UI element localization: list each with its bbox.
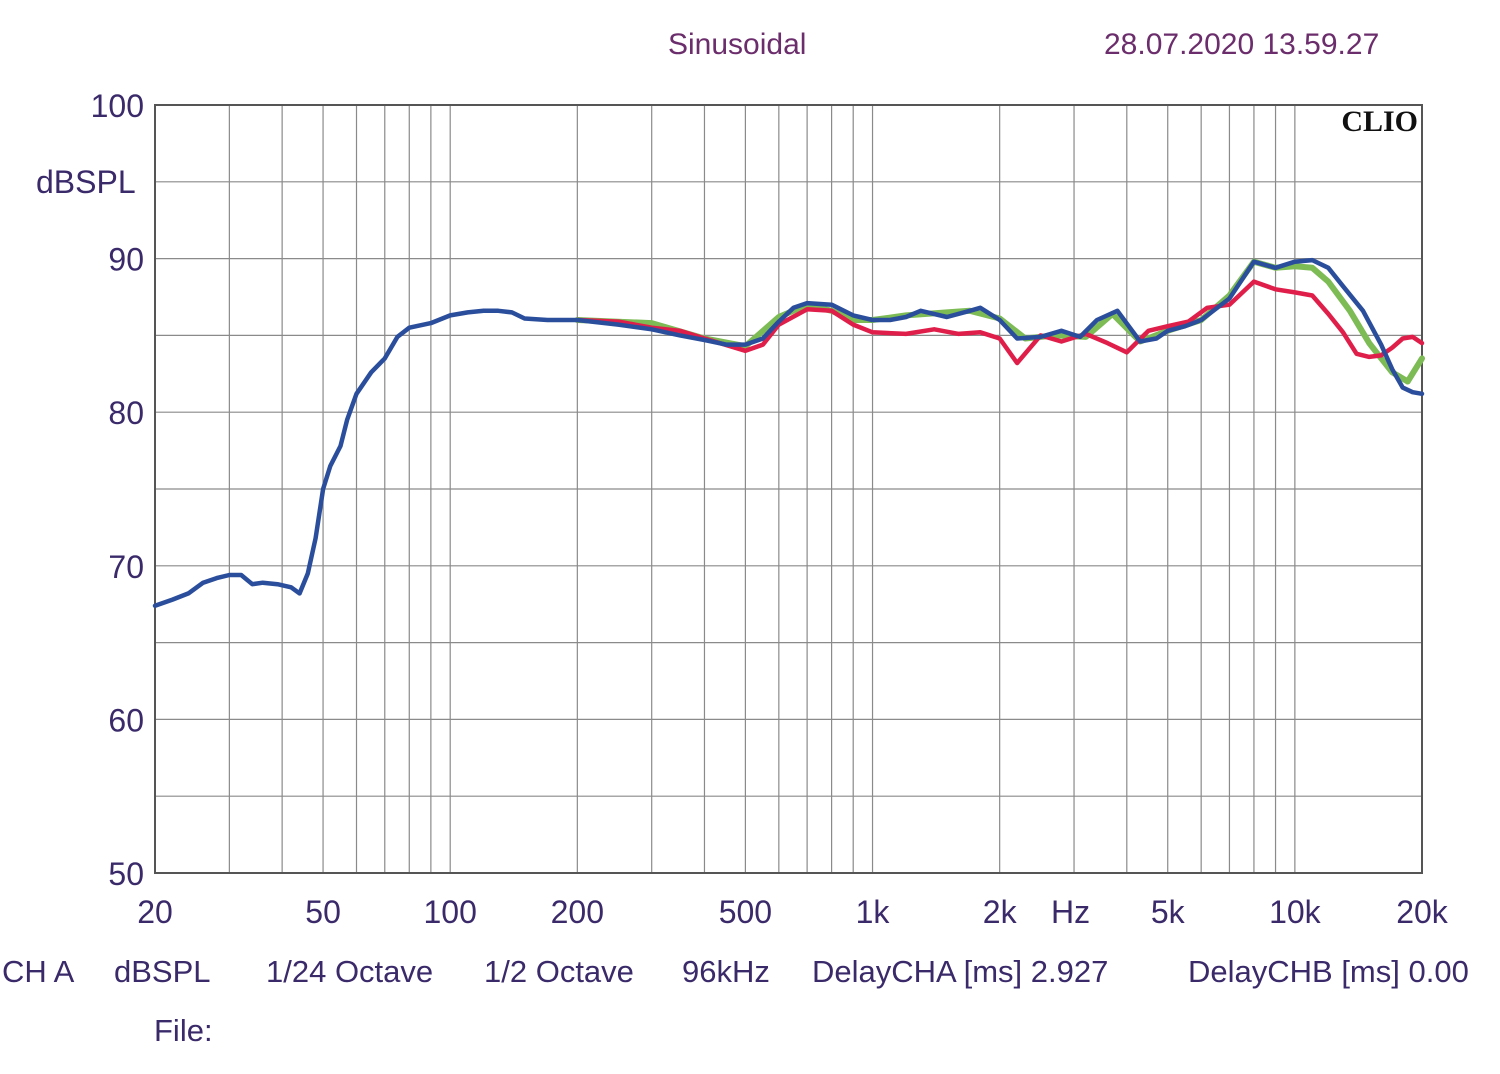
y-tick-label: 80 bbox=[108, 395, 144, 431]
x-tick-label: 20k bbox=[1396, 894, 1449, 930]
x-tick-label: 200 bbox=[551, 894, 604, 930]
x-tick-labels: 20 50 100 200 500 1k 2k 5k 10k 20k bbox=[137, 894, 1449, 930]
y-tick-label: 50 bbox=[108, 856, 144, 892]
footer-unit: dBSPL bbox=[114, 954, 211, 989]
x-tick-label: 10k bbox=[1269, 894, 1322, 930]
plot-grid bbox=[155, 105, 1422, 873]
y-tick-labels: 50 60 70 80 90 100 bbox=[91, 88, 144, 892]
plot-frame bbox=[154, 104, 1423, 874]
y-axis-label: dBSPL bbox=[36, 164, 136, 200]
clio-brand-label: CLIO bbox=[1341, 105, 1418, 138]
y-tick-label: 90 bbox=[108, 242, 144, 278]
x-tick-label: 500 bbox=[719, 894, 772, 930]
footer-delay-cha: DelayCHA [ms] 2.927 bbox=[812, 954, 1109, 989]
measurement-datetime: 28.07.2020 13.59.27 bbox=[1104, 28, 1380, 61]
x-tick-label: 100 bbox=[424, 894, 477, 930]
footer-channel: CH A bbox=[2, 954, 75, 989]
x-tick-label: 1k bbox=[856, 894, 891, 930]
x-tick-label: 20 bbox=[137, 894, 173, 930]
footer-smoothing: 1/2 Octave bbox=[484, 954, 634, 989]
x-tick-label: 50 bbox=[305, 894, 341, 930]
footer-sample-rate: 96kHz bbox=[682, 954, 770, 989]
measurement-mode-title: Sinusoidal bbox=[668, 28, 807, 61]
footer-resolution: 1/24 Octave bbox=[266, 954, 434, 989]
footer-file-label: File: bbox=[154, 1013, 213, 1048]
series-layer bbox=[152, 257, 1425, 608]
y-tick-label: 70 bbox=[108, 549, 144, 585]
x-tick-label: 2k bbox=[983, 894, 1018, 930]
series-line-3 bbox=[152, 257, 1425, 608]
x-tick-label: 5k bbox=[1151, 894, 1186, 930]
footer-delay-chb: DelayCHB [ms] 0.00 bbox=[1188, 954, 1469, 989]
y-tick-label: 60 bbox=[108, 702, 144, 738]
x-axis-unit-label: Hz bbox=[1051, 894, 1090, 930]
y-tick-label: 100 bbox=[91, 88, 144, 124]
